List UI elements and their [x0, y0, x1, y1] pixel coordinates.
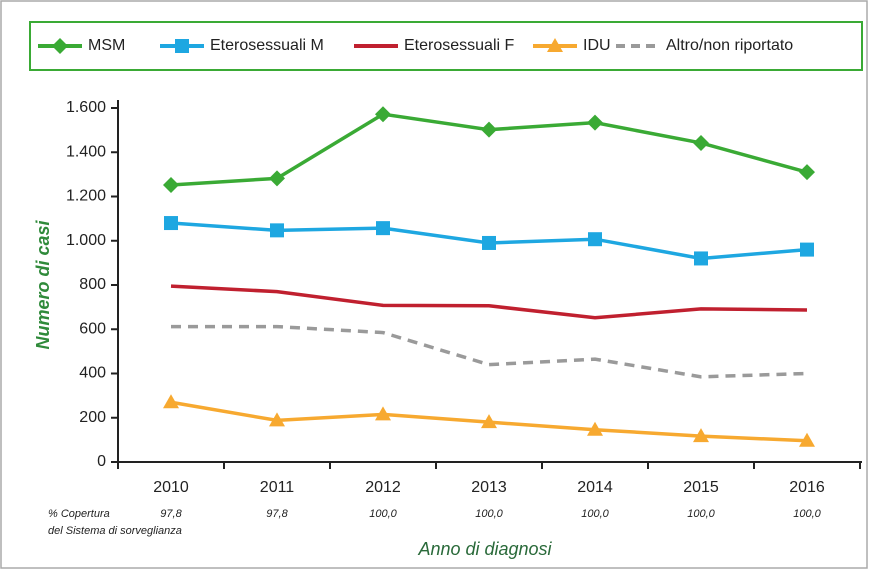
marker	[588, 232, 602, 247]
marker	[164, 216, 178, 231]
x-tick-label: 2014	[577, 479, 613, 496]
x-axis-label: Anno di diagnosi	[417, 539, 552, 559]
marker	[482, 235, 496, 250]
marker	[375, 406, 391, 421]
coverage-label: 100,0	[687, 508, 715, 520]
marker	[163, 394, 179, 409]
x-tick-label: 2012	[365, 479, 401, 496]
coverage-label: 100,0	[793, 508, 821, 520]
coverage-title: del Sistema di sorveglianza	[48, 525, 182, 537]
y-axis-label: Numero di casi	[33, 219, 53, 349]
coverage-label: 100,0	[369, 508, 397, 520]
marker	[694, 251, 708, 266]
marker	[375, 106, 391, 123]
x-tick-label: 2015	[683, 479, 719, 496]
marker	[587, 421, 603, 436]
legend-marker	[52, 38, 68, 54]
coverage-label: 97,8	[266, 508, 288, 520]
x-tick-label: 2011	[260, 479, 295, 496]
series-line	[170, 284, 808, 320]
y-tick-label: 0	[97, 453, 106, 470]
y-tick-label: 200	[79, 409, 106, 426]
y-tick-label: 800	[79, 276, 106, 293]
legend-marker	[547, 38, 563, 52]
legend-label: MSM	[88, 37, 125, 54]
marker	[693, 134, 709, 151]
marker	[269, 412, 285, 427]
x-tick-label: 2016	[789, 479, 825, 496]
marker	[481, 414, 497, 429]
marker	[799, 164, 815, 181]
y-tick-label: 400	[79, 365, 106, 382]
coverage-label: 97,8	[160, 508, 182, 520]
marker	[800, 242, 814, 257]
x-tick-label: 2010	[153, 479, 189, 496]
y-tick-label: 1.000	[66, 232, 106, 249]
marker	[481, 121, 497, 138]
marker	[376, 221, 390, 236]
x-tick-label: 2013	[471, 479, 507, 496]
y-tick-label: 1.400	[66, 143, 106, 160]
legend-label: Altro/non riportato	[666, 37, 793, 54]
legend-label: Eterosessuali M	[210, 37, 324, 54]
coverage-label: 100,0	[475, 508, 503, 520]
marker	[269, 170, 285, 187]
y-tick-label: 1.600	[66, 99, 106, 116]
y-tick-label: 600	[79, 320, 106, 337]
legend-marker	[175, 39, 189, 53]
legend-label: Eterosessuali F	[404, 37, 514, 54]
marker	[163, 176, 179, 193]
coverage-title: % Copertura	[48, 508, 110, 520]
marker	[799, 432, 815, 447]
series-line	[171, 324, 808, 379]
coverage-label: 100,0	[581, 508, 609, 520]
marker	[270, 223, 284, 238]
marker	[587, 114, 603, 131]
marker	[693, 428, 709, 443]
y-tick-label: 1.200	[66, 188, 106, 205]
legend-label: IDU	[583, 37, 611, 54]
